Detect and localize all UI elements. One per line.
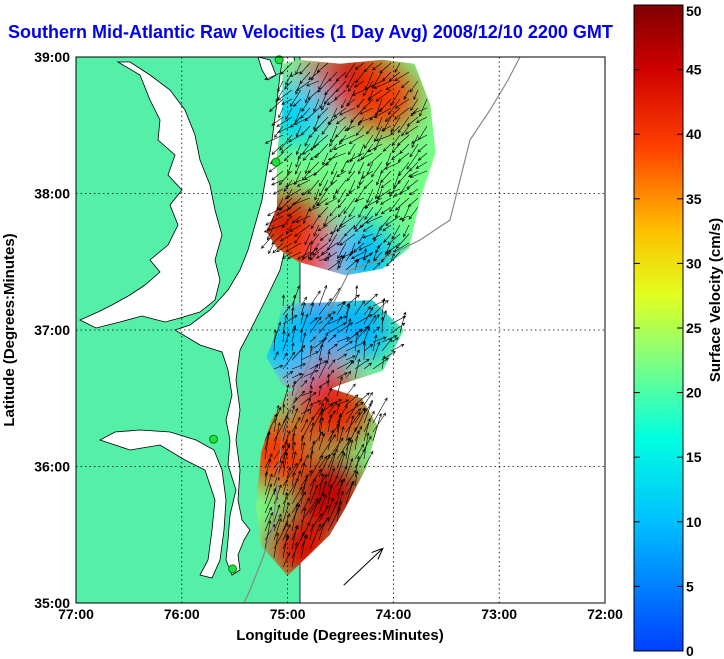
colorbar-tick-label: 0	[686, 643, 694, 659]
vector-arrows	[260, 62, 428, 568]
colorbar-tick-label: 20	[686, 385, 702, 401]
grid	[76, 57, 605, 603]
plot-frame	[75, 56, 606, 604]
colorbar-ticks: 0 5 10 15 20 25 30 35 40 45 50	[634, 3, 702, 659]
velocity-spot	[348, 63, 417, 132]
colorbar-tick-label: 15	[686, 449, 702, 465]
colorbar	[633, 4, 684, 652]
y-tick-label: 36:00	[34, 459, 70, 475]
y-tick-label: 35:00	[34, 595, 70, 611]
x-axis-label: Longitude (Degrees:Minutes)	[236, 627, 444, 644]
depth-contour	[243, 56, 521, 604]
x-tick-label: 74:00	[375, 606, 411, 622]
x-tick-label: 73:00	[481, 606, 517, 622]
colorbar-tick-label: 40	[686, 126, 702, 142]
colorbar-tick-label: 30	[686, 255, 702, 271]
y-tick-labels: 39:00 38:00 37:00 36:00 35:00	[34, 49, 70, 611]
colorbar-tick-label: 50	[686, 3, 702, 19]
radar-site-marker	[209, 434, 219, 444]
colorbar-tick-label: 35	[686, 191, 702, 207]
colorbar-tick-label: 45	[686, 62, 702, 78]
scale-arrow	[343, 547, 384, 586]
radar-site-marker	[228, 564, 238, 574]
y-tick-label: 39:00	[34, 49, 70, 65]
radar-sites	[209, 55, 284, 574]
radar-site-marker	[274, 55, 284, 65]
x-tick-label: 72:00	[587, 606, 623, 622]
colorbar-tick-label: 5	[686, 578, 694, 594]
colorbar-tick-label: 25	[686, 320, 702, 336]
colorbar-label: Surface Velocity (cm/s)	[707, 218, 724, 382]
x-tick-label: 76:00	[164, 606, 200, 622]
x-tick-labels: 77:00 76:00 75:00 74:00 73:00 72:00	[58, 606, 623, 622]
chesapeake-bay	[79, 61, 223, 329]
y-tick-label: 37:00	[34, 322, 70, 338]
x-tick-label: 77:00	[58, 606, 94, 622]
scale-arrow-shape	[343, 547, 384, 586]
y-tick-label: 38:00	[34, 186, 70, 202]
velocity-vectors	[260, 62, 428, 568]
x-tick-label: 75:00	[270, 606, 306, 622]
colorbar-tick-label: 10	[686, 514, 702, 530]
map-title: Southern Mid-Atlantic Raw Velocities (1 …	[8, 22, 613, 42]
y-axis-label: Latitude (Degrees:Minutes)	[1, 233, 18, 426]
radar-site-marker	[271, 157, 281, 167]
pamlico-sound	[98, 429, 227, 579]
delaware-bay	[257, 57, 277, 81]
